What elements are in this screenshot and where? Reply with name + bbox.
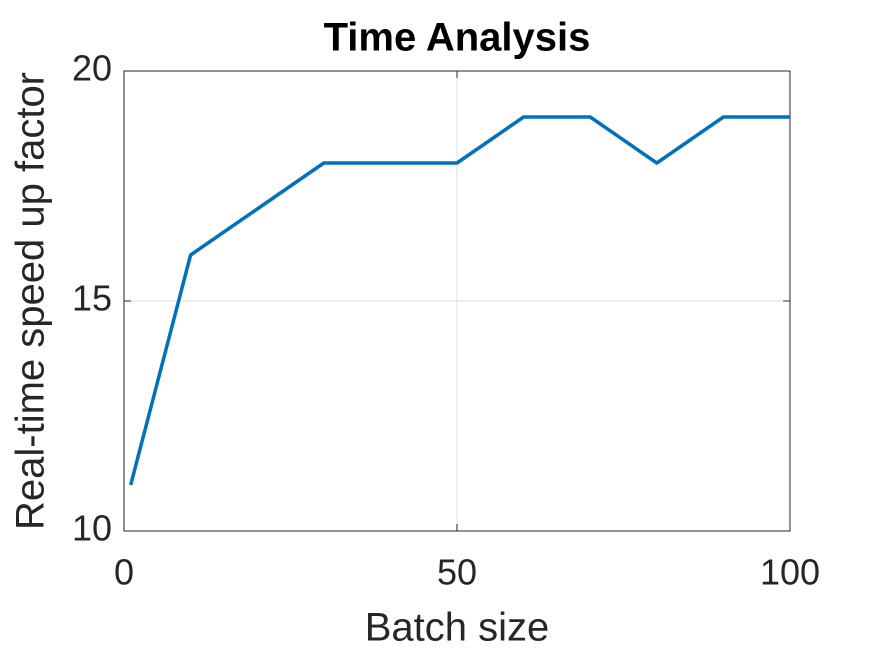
x-tick-label: 0 [114,552,134,593]
x-tick-label: 50 [437,552,477,593]
y-axis-label: Real-time speed up factor [9,72,53,530]
x-axis-label: Batch size [365,606,550,650]
y-tick-label: 15 [72,278,112,319]
y-tick-label: 10 [72,508,112,549]
data-line [128,115,790,486]
chart-title: Time Analysis [324,16,591,60]
y-tick-label: 20 [72,48,112,89]
x-tick-label: 100 [760,552,820,593]
plot-frame [123,70,791,532]
